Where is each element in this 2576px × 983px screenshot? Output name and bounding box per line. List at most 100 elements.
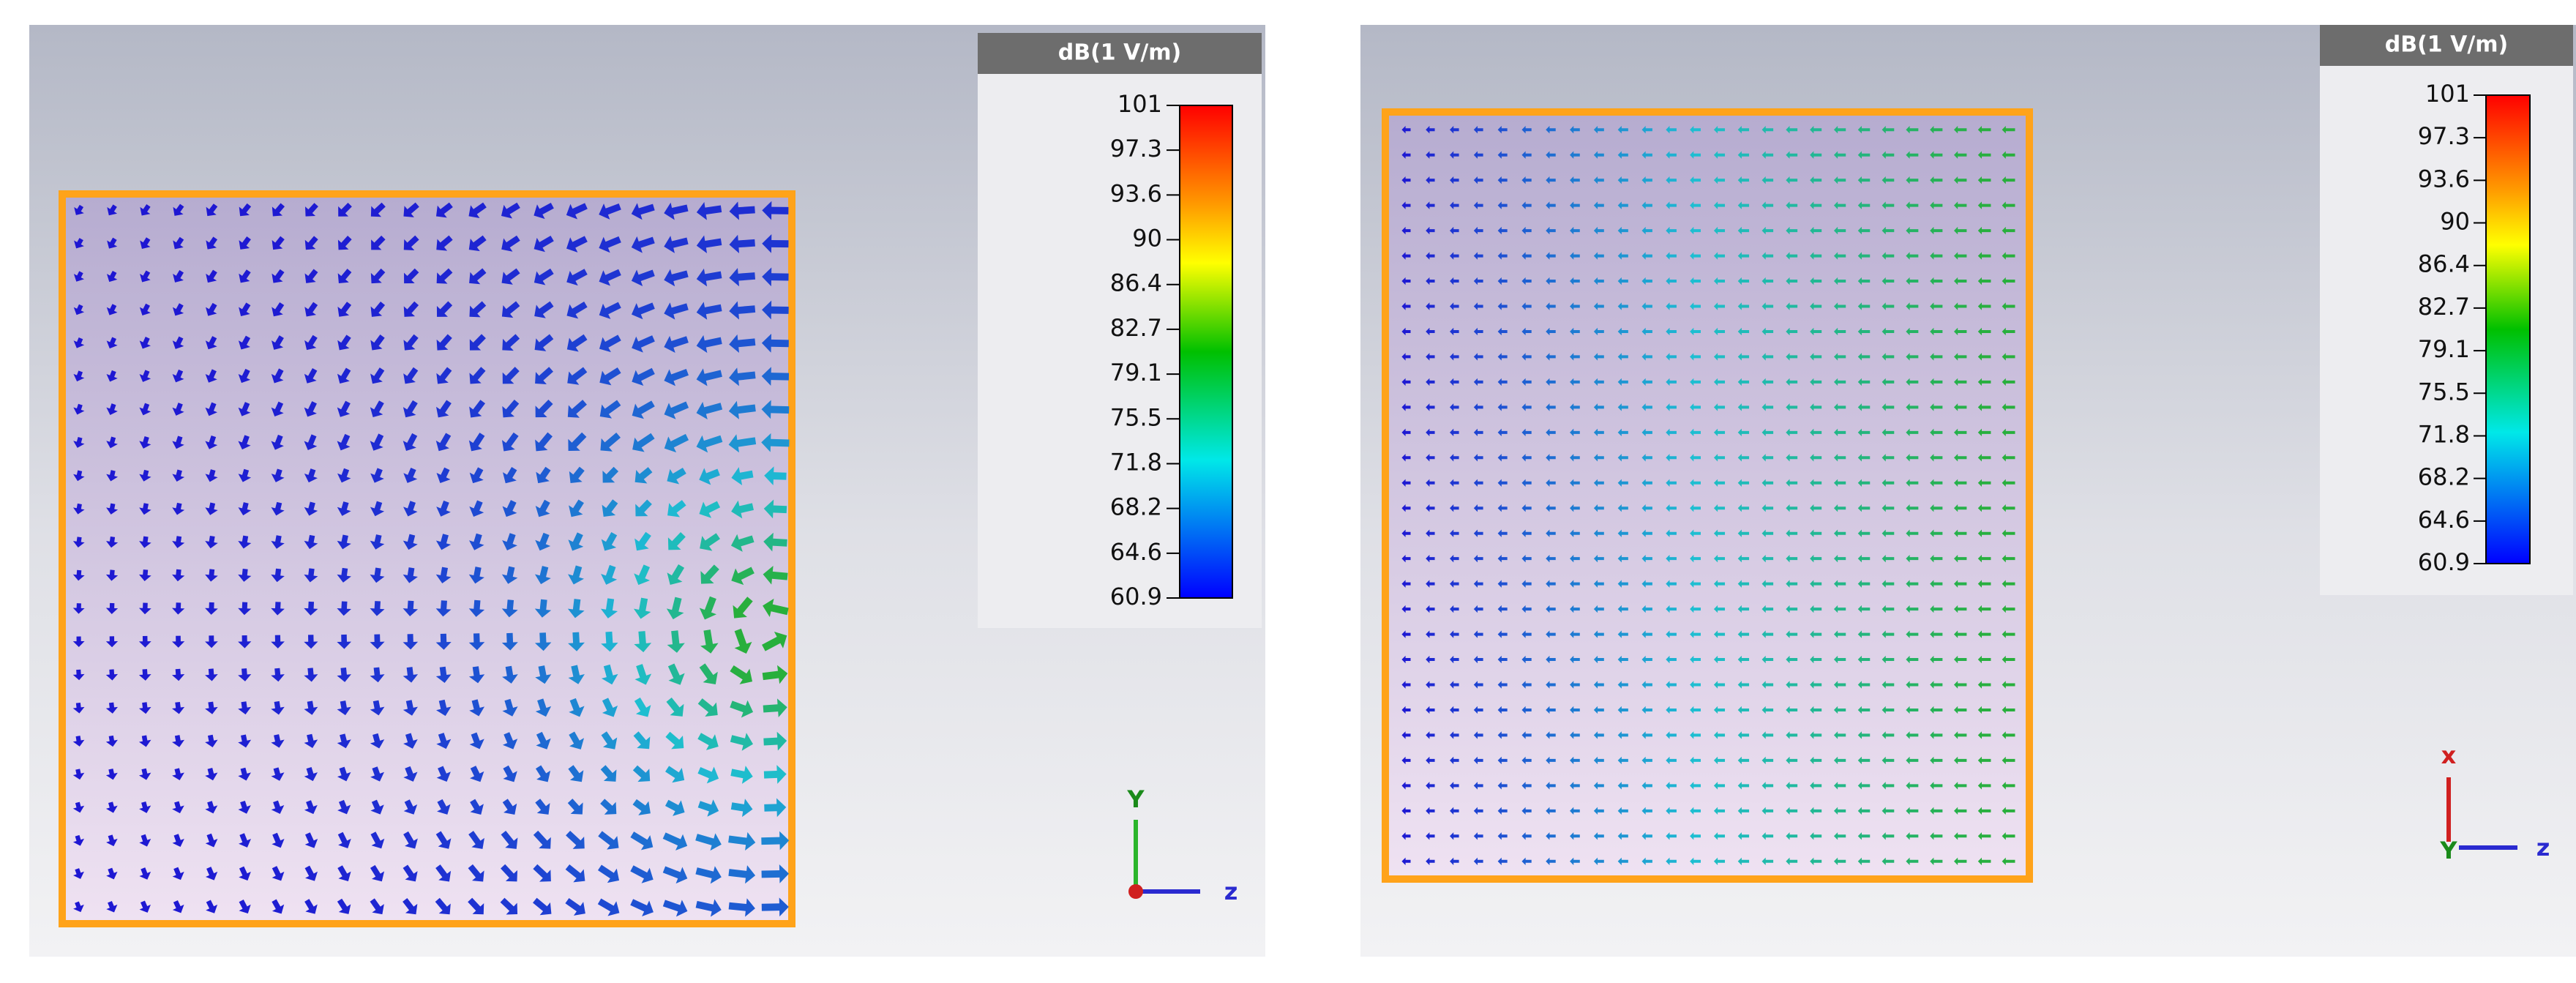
field-arrow (1497, 327, 1508, 336)
field-arrow (1737, 706, 1750, 714)
field-arrow (1953, 731, 1967, 739)
field-arrow (304, 236, 318, 250)
field-arrow (1786, 857, 1798, 865)
field-arrow (139, 303, 151, 315)
field-arrow (1882, 681, 1895, 689)
field-arrow (1882, 782, 1895, 790)
field-arrow (437, 799, 451, 815)
field-arrow (469, 500, 484, 517)
field-arrow (761, 367, 790, 386)
field-arrow (500, 897, 518, 915)
field-arrow (370, 831, 385, 849)
field-arrow (697, 799, 719, 817)
field-arrow (469, 301, 487, 318)
field-arrow (1593, 176, 1604, 184)
field-arrow (1833, 454, 1846, 462)
field-arrow (1426, 782, 1435, 790)
field-arrow (1617, 807, 1628, 815)
field-arrow (1737, 630, 1750, 638)
field-arrow (1810, 428, 1822, 437)
field-arrow (501, 301, 520, 318)
field-arrow (1666, 126, 1677, 134)
field-arrow (1786, 479, 1798, 487)
field-arrow (1593, 681, 1604, 689)
legend-tick-label: 75.5 (1110, 403, 1162, 431)
field-arrow (73, 304, 85, 315)
field-arrow (403, 468, 418, 483)
field-arrow (1833, 327, 1846, 336)
field-arrow (1977, 454, 1991, 462)
field-arrow (436, 400, 452, 418)
field-arrow (271, 468, 285, 482)
field-arrow (1977, 403, 1991, 411)
field-arrow (105, 769, 118, 780)
field-arrow (1857, 479, 1871, 487)
field-arrow (503, 467, 517, 484)
field-arrow (403, 831, 418, 849)
field-arrow (601, 564, 618, 585)
field-arrow (1857, 403, 1871, 411)
field-arrow (1521, 655, 1532, 664)
field-arrow (568, 565, 585, 585)
field-arrow (1953, 857, 1967, 865)
field-arrow (1521, 176, 1532, 184)
field-arrow (1546, 126, 1556, 134)
field-arrow (599, 334, 621, 353)
field-arrow (728, 434, 757, 453)
field-arrow (1641, 302, 1652, 310)
field-arrow (1786, 554, 1798, 563)
field-arrow (370, 634, 385, 649)
field-arrow (1666, 479, 1677, 487)
field-arrow (1593, 857, 1604, 865)
field-arrow (1521, 782, 1532, 790)
field-arrow (1666, 151, 1677, 159)
field-arrow (1737, 504, 1750, 512)
field-arrow (304, 501, 318, 516)
field-arrow (599, 400, 621, 419)
field-arrow (1593, 504, 1604, 512)
field-arrow (172, 303, 184, 316)
field-arrow (1761, 428, 1774, 437)
field-arrow (761, 897, 789, 917)
field-arrow (1690, 302, 1701, 310)
field-arrow (271, 668, 285, 682)
field-arrow (1546, 504, 1556, 512)
field-arrow (1546, 554, 1556, 563)
field-arrow (2002, 479, 2015, 487)
field-arrow (1521, 706, 1532, 714)
field-arrow (1786, 706, 1798, 714)
field-arrow (602, 698, 618, 717)
legend-ticks: 101 97.3 93.6 90 86.4 82.7 79.1 75.5 71.8 68.2 64.… (2418, 80, 2486, 576)
field-arrow (1761, 252, 1774, 260)
field-arrow (1930, 226, 1943, 235)
field-arrow (696, 268, 722, 287)
field-arrow (1761, 302, 1774, 310)
legend-tick-label: 68.2 (2418, 463, 2470, 491)
field-arrow (631, 236, 655, 253)
field-arrow (633, 731, 651, 750)
field-arrow (534, 632, 552, 651)
field-arrow (1977, 605, 1991, 613)
field-arrow (1497, 403, 1508, 411)
field-arrow (1401, 832, 1411, 840)
field-arrow (1593, 529, 1604, 537)
field-arrow (435, 567, 452, 583)
field-arrow (172, 602, 185, 615)
field-arrow (632, 799, 651, 815)
field-arrow (695, 866, 722, 884)
field-arrow (271, 635, 285, 649)
field-arrow (1786, 580, 1798, 588)
field-arrow (1713, 832, 1726, 840)
field-arrow (1833, 605, 1846, 613)
field-arrow (1930, 176, 1943, 184)
field-arrow (1497, 151, 1508, 159)
field-arrow (1882, 479, 1895, 487)
field-arrow (569, 698, 585, 717)
field-arrow (1953, 706, 1967, 714)
field-arrow (1930, 681, 1943, 689)
field-arrow (304, 865, 318, 881)
legend-title: dB(1 V/m) (1058, 40, 1182, 66)
field-arrow (1450, 580, 1459, 588)
field-arrow (1401, 428, 1411, 437)
field-arrow (304, 367, 318, 384)
